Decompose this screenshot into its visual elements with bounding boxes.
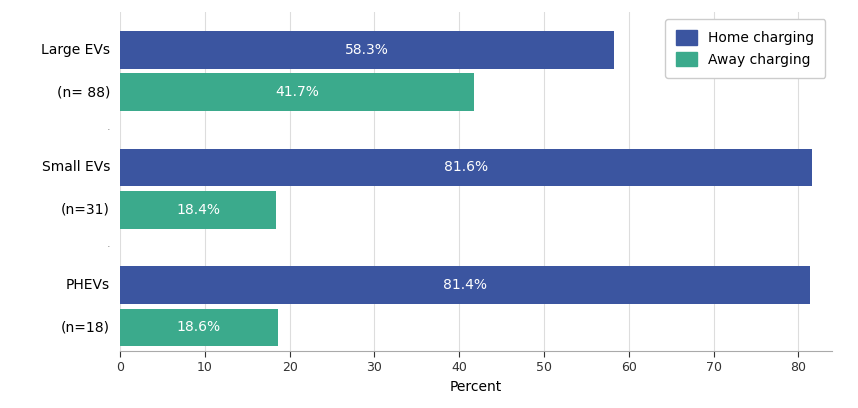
Text: Small EVs: Small EVs — [41, 160, 110, 175]
Text: 18.4%: 18.4% — [176, 203, 221, 217]
Text: (n= 88): (n= 88) — [57, 85, 110, 99]
Bar — [120, 308, 278, 346]
Bar — [120, 149, 812, 186]
Text: ·: · — [106, 242, 110, 253]
Text: 58.3%: 58.3% — [345, 43, 390, 57]
Text: 81.4%: 81.4% — [444, 278, 487, 292]
X-axis label: Percent: Percent — [450, 380, 502, 394]
Text: Large EVs: Large EVs — [41, 43, 110, 57]
Bar — [120, 31, 614, 69]
Text: 41.7%: 41.7% — [275, 85, 319, 99]
Text: (n=18): (n=18) — [61, 320, 110, 335]
Text: PHEVs: PHEVs — [66, 278, 110, 292]
Text: 18.6%: 18.6% — [177, 320, 221, 335]
Bar — [120, 266, 810, 304]
Bar — [120, 191, 276, 228]
Bar — [120, 73, 474, 111]
Text: (n=31): (n=31) — [61, 203, 110, 217]
Text: 81.6%: 81.6% — [444, 160, 488, 175]
Legend: Home charging, Away charging: Home charging, Away charging — [665, 19, 825, 78]
Text: ·: · — [106, 125, 110, 135]
